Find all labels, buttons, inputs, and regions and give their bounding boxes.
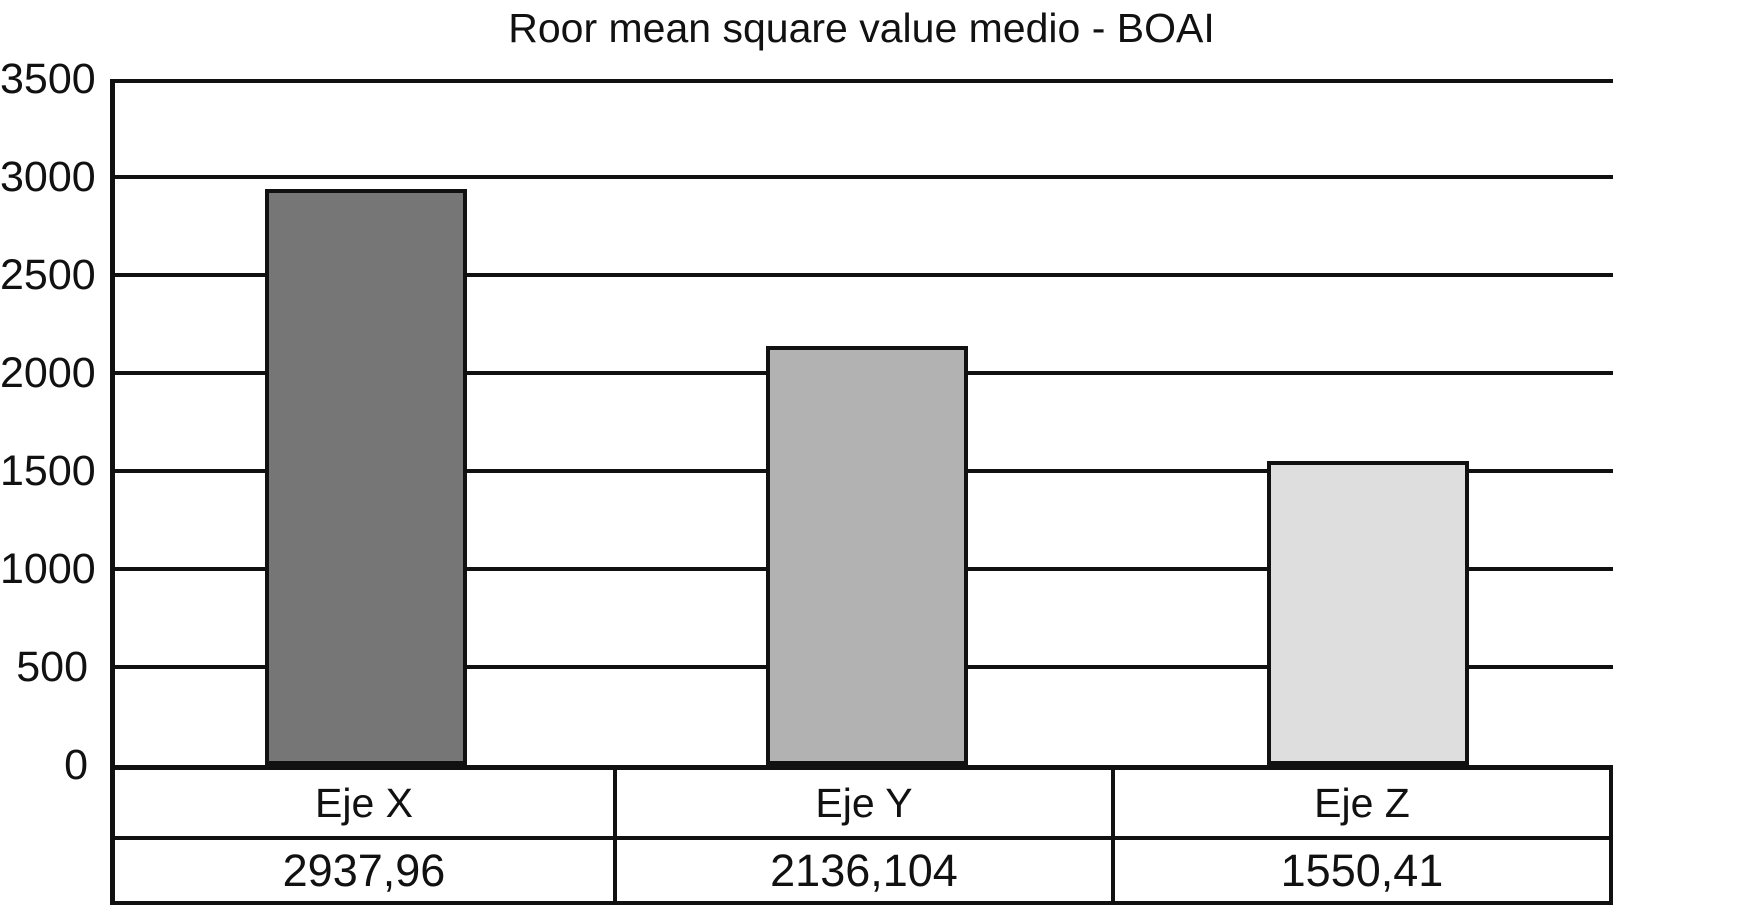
bar-eje-z	[1267, 461, 1469, 765]
y-tick-label-1000: 1000	[0, 545, 96, 593]
y-tick-label-2500: 2500	[0, 251, 96, 299]
y-tick-label-2000: 2000	[0, 349, 96, 397]
category-cell-eje-z: Eje Z	[1111, 770, 1609, 836]
category-value-table: Eje X Eje Y Eje Z 2937,96 2136,104 1550,41	[110, 765, 1613, 905]
gridline-3000	[115, 175, 1613, 179]
value-cell-eje-y: 2136,104	[613, 836, 1111, 901]
value-cell-eje-x: 2937,96	[115, 836, 613, 901]
bar-eje-x	[265, 189, 467, 765]
category-cell-eje-y: Eje Y	[613, 770, 1111, 836]
plot-area	[110, 79, 1613, 765]
chart-title: Roor mean square value medio - BOAI	[508, 5, 1215, 51]
bar-eje-y	[766, 346, 968, 765]
value-cell-eje-z: 1550,41	[1111, 836, 1609, 901]
y-tick-label-3500: 3500	[0, 55, 96, 103]
gridline-3500	[115, 79, 1613, 83]
y-tick-label-0: 0	[64, 741, 88, 789]
category-cell-eje-x: Eje X	[315, 779, 413, 826]
y-tick-label-500: 500	[16, 643, 88, 691]
y-tick-label-1500: 1500	[0, 447, 96, 495]
y-axis-labels: 3500 3000 2500 2000 1500 1000 500 0	[0, 0, 96, 902]
gridline-2500	[115, 273, 1613, 277]
y-tick-label-3000: 3000	[0, 153, 96, 201]
